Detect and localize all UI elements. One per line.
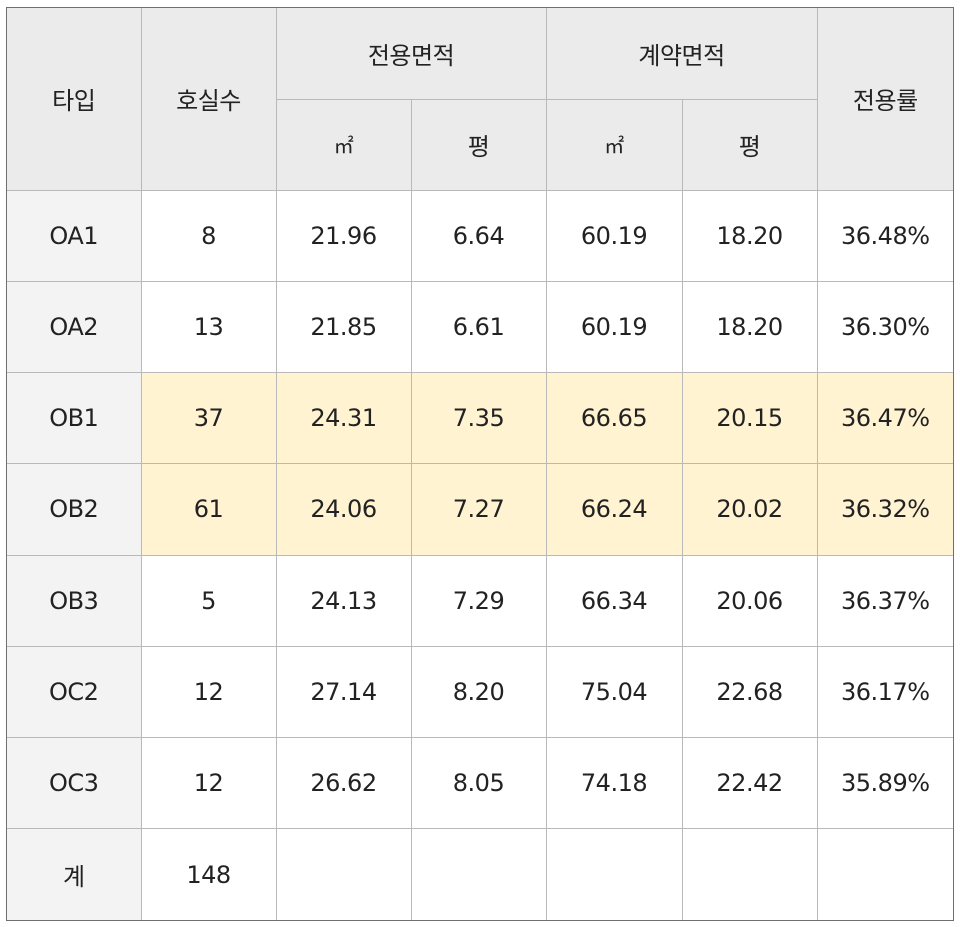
cell-contract-pyeong: 20.02: [681, 463, 818, 556]
cell-units: 5: [140, 554, 277, 647]
empty-cell: [410, 828, 547, 920]
table-row-highlighted: OB2 61 24.06 7.27 66.24 20.02 36.32%: [7, 463, 954, 556]
cell-type: OB2: [7, 463, 142, 556]
table-row-highlighted: OB1 37 24.31 7.35 66.65 20.15 36.47%: [7, 371, 954, 465]
empty-cell: [681, 828, 818, 920]
cell-contract-sqm: 75.04: [545, 645, 683, 739]
total-label: 계: [7, 828, 142, 920]
cell-ratio: 36.47%: [816, 371, 954, 465]
cell-type: OB1: [7, 371, 142, 465]
cell-units: 12: [140, 645, 277, 739]
cell-exclusive-sqm: 24.13: [275, 554, 412, 647]
cell-type: OA1: [7, 189, 142, 282]
empty-cell: [275, 828, 412, 920]
table-row: OC3 12 26.62 8.05 74.18 22.42 35.89%: [7, 736, 954, 830]
header-exclusive-sqm: ㎡: [276, 98, 412, 191]
cell-contract-sqm: 66.24: [545, 463, 683, 556]
cell-exclusive-pyeong: 8.20: [410, 645, 547, 739]
empty-cell: [545, 828, 683, 920]
header-contract-sqm: ㎡: [545, 98, 683, 191]
table-row: OC2 12 27.14 8.20 75.04 22.68 36.17%: [7, 645, 954, 739]
cell-ratio: 35.89%: [816, 736, 954, 830]
cell-exclusive-pyeong: 7.29: [410, 554, 547, 647]
cell-units: 12: [140, 736, 277, 830]
cell-contract-pyeong: 18.20: [681, 189, 818, 282]
cell-exclusive-pyeong: 6.64: [410, 189, 547, 282]
cell-exclusive-pyeong: 7.27: [410, 463, 547, 556]
cell-contract-sqm: 60.19: [545, 280, 683, 374]
cell-exclusive-pyeong: 7.35: [410, 371, 547, 465]
cell-contract-sqm: 60.19: [545, 189, 683, 282]
header-row-top: 타입 호실수 전용면적 계약면적 전용률: [7, 8, 954, 191]
cell-ratio: 36.37%: [816, 554, 954, 647]
cell-units: 8: [140, 189, 277, 282]
cell-units: 13: [140, 280, 277, 374]
cell-exclusive-sqm: 21.85: [275, 280, 412, 374]
cell-contract-pyeong: 22.42: [681, 736, 818, 830]
cell-type: OC3: [7, 736, 142, 830]
cell-exclusive-pyeong: 8.05: [410, 736, 547, 830]
total-units: 148: [140, 828, 277, 920]
empty-cell: [816, 828, 954, 920]
table-row: OA2 13 21.85 6.61 60.19 18.20 36.30%: [7, 280, 954, 374]
cell-contract-sqm: 66.65: [545, 371, 683, 465]
unit-area-table: 타입 호실수 전용면적 계약면적 전용률 ㎡ 평 ㎡ 평 OA1 8 21.96…: [7, 8, 954, 920]
cell-type: OB3: [7, 554, 142, 647]
unit-area-table-container: 타입 호실수 전용면적 계약면적 전용률 ㎡ 평 ㎡ 평 OA1 8 21.96…: [6, 7, 954, 921]
cell-ratio: 36.30%: [816, 280, 954, 374]
cell-exclusive-sqm: 27.14: [275, 645, 412, 739]
cell-contract-pyeong: 20.06: [681, 554, 818, 647]
header-type: 타입: [7, 8, 142, 191]
cell-contract-sqm: 74.18: [545, 736, 683, 830]
cell-contract-pyeong: 22.68: [681, 645, 818, 739]
header-exclusive-area: 전용면적: [275, 8, 547, 100]
cell-units: 37: [140, 371, 277, 465]
header-contract-pyeong: 평: [681, 98, 818, 191]
header-exclusive-pyeong: 평: [410, 98, 547, 191]
cell-contract-pyeong: 18.20: [681, 280, 818, 374]
cell-ratio: 36.17%: [816, 645, 954, 739]
cell-contract-sqm: 66.34: [545, 554, 683, 647]
cell-units: 61: [140, 463, 277, 556]
cell-exclusive-sqm: 24.31: [275, 371, 412, 465]
header-contract-area: 계약면적: [545, 8, 818, 100]
cell-exclusive-sqm: 26.62: [275, 736, 412, 830]
table-row: OB3 5 24.13 7.29 66.34 20.06 36.37%: [7, 554, 954, 647]
cell-type: OC2: [7, 645, 142, 739]
table-row: OA1 8 21.96 6.64 60.19 18.20 36.48%: [7, 189, 954, 282]
cell-exclusive-pyeong: 6.61: [410, 280, 547, 374]
header-units: 호실수: [140, 8, 277, 191]
cell-exclusive-sqm: 24.06: [275, 463, 412, 556]
cell-exclusive-sqm: 21.96: [275, 189, 412, 282]
total-row: 계 148: [7, 828, 954, 920]
cell-type: OA2: [7, 280, 142, 374]
cell-ratio: 36.48%: [816, 189, 954, 282]
cell-contract-pyeong: 20.15: [681, 371, 818, 465]
header-ratio: 전용률: [816, 8, 954, 191]
cell-ratio: 36.32%: [816, 463, 954, 556]
